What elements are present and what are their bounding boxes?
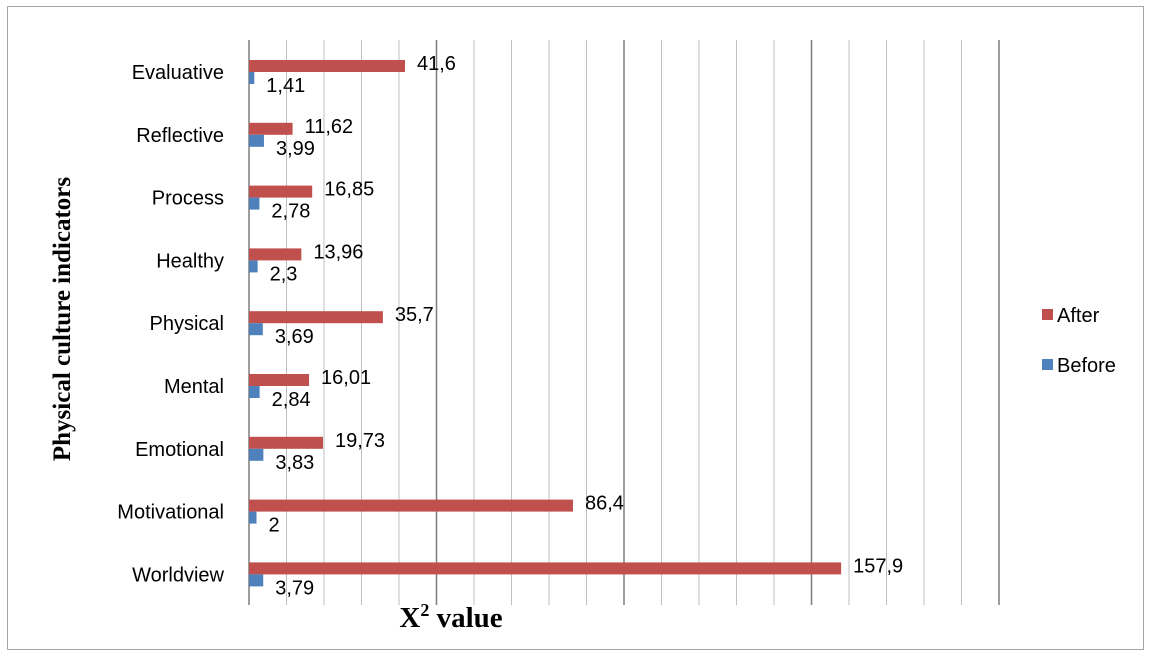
category-label: Motivational <box>117 502 224 524</box>
data-label-after: 86,4 <box>585 493 624 515</box>
data-label-after: 16,01 <box>321 367 371 389</box>
category-label: Mental <box>164 376 224 398</box>
bar-before <box>249 323 263 336</box>
bar-after <box>249 248 302 261</box>
legend-label: Before <box>1057 355 1116 377</box>
category-labels: Evaluative Reflective Process Healthy Physic… <box>117 62 224 586</box>
bar-before <box>249 386 260 398</box>
data-label-before: 3,83 <box>275 452 314 474</box>
legend-swatch <box>1042 309 1053 320</box>
bar-after <box>249 122 293 135</box>
bar-after <box>249 562 842 575</box>
x-axis-title: X2 value <box>399 600 502 634</box>
data-label-before: 3,69 <box>275 326 314 348</box>
data-label-before: 2 <box>269 515 280 537</box>
category-label: Emotional <box>135 439 224 461</box>
chart-frame: Evaluative Reflective Process Healthy Physic… <box>7 6 1144 650</box>
gridlines <box>248 40 1000 605</box>
bar-after <box>249 374 310 386</box>
bars <box>249 60 842 587</box>
data-label-before: 3,99 <box>276 138 315 160</box>
category-label: Worldview <box>132 564 224 586</box>
bar-after <box>249 60 405 72</box>
bar-before <box>249 197 260 210</box>
bar-after <box>249 311 383 324</box>
legend-label: After <box>1057 305 1100 327</box>
data-label-after: 35,7 <box>395 304 434 326</box>
x-axis-title-rest: value <box>429 602 502 634</box>
data-label-before: 2,84 <box>272 389 311 411</box>
bar-before <box>249 134 264 147</box>
data-label-before: 2,3 <box>270 263 298 285</box>
bar-before <box>249 72 255 84</box>
data-label-after: 41,6 <box>417 53 456 75</box>
legend-swatch <box>1042 359 1053 370</box>
data-label-after: 16,85 <box>324 179 374 201</box>
legend: After Before <box>1042 305 1116 377</box>
category-label: Healthy <box>156 250 224 272</box>
bar-after <box>249 185 313 198</box>
bar-before <box>249 574 264 587</box>
data-label-before: 1,41 <box>266 75 305 97</box>
data-label-before: 2,78 <box>271 201 310 223</box>
x-axis-title-superscript: 2 <box>420 600 429 620</box>
bar-before <box>249 511 257 524</box>
data-label-after: 13,96 <box>313 241 363 263</box>
bar-chart: Evaluative Reflective Process Healthy Physic… <box>49 40 1116 634</box>
data-label-before: 3,79 <box>275 577 314 599</box>
bar-after <box>249 436 323 449</box>
bar-after <box>249 499 573 512</box>
x-axis-title-main: X <box>399 602 420 634</box>
category-label: Process <box>152 188 224 210</box>
y-axis-title: Physical culture indicators <box>49 177 76 462</box>
bar-before <box>249 448 264 461</box>
data-label-after: 19,73 <box>335 430 385 452</box>
bar-before <box>249 260 258 273</box>
category-label: Evaluative <box>132 62 224 84</box>
category-label: Physical <box>150 313 224 335</box>
data-label-after: 11,62 <box>305 116 354 138</box>
category-label: Reflective <box>136 125 224 147</box>
data-label-after: 157,9 <box>853 555 903 577</box>
